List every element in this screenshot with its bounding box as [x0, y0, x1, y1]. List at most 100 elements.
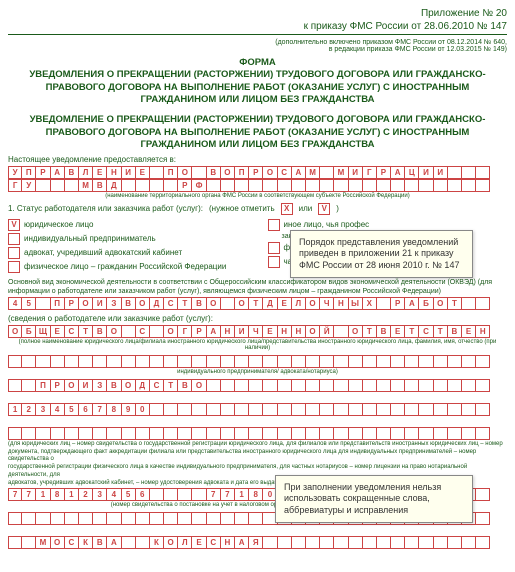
form-cell[interactable]: [107, 512, 121, 525]
form-cell[interactable]: 8: [249, 488, 263, 501]
form-cell[interactable]: Д: [263, 297, 277, 310]
form-cell[interactable]: [278, 403, 292, 416]
form-cell[interactable]: Г: [363, 166, 377, 179]
form-cell[interactable]: Ы: [349, 297, 363, 310]
form-cell[interactable]: [334, 325, 348, 338]
form-cell[interactable]: 8: [51, 488, 65, 501]
form-cell[interactable]: [22, 512, 36, 525]
form-cell[interactable]: В: [122, 297, 136, 310]
chk-ip[interactable]: [8, 233, 20, 245]
form-cell[interactable]: [292, 355, 306, 368]
form-cell[interactable]: [36, 179, 50, 192]
form-cell[interactable]: [207, 179, 221, 192]
form-cell[interactable]: [476, 403, 490, 416]
form-cell[interactable]: [8, 427, 22, 440]
form-cell[interactable]: 1: [235, 488, 249, 501]
form-cell[interactable]: [405, 355, 419, 368]
form-cell[interactable]: С: [150, 379, 164, 392]
form-cell[interactable]: [221, 379, 235, 392]
form-cell[interactable]: Ч: [249, 325, 263, 338]
field-row-5[interactable]: ПРОИЗВОДСТВО: [8, 379, 507, 392]
form-cell[interactable]: [334, 179, 348, 192]
form-cell[interactable]: 2: [22, 403, 36, 416]
form-cell[interactable]: В: [377, 325, 391, 338]
form-cell[interactable]: [434, 403, 448, 416]
form-cell[interactable]: Т: [164, 379, 178, 392]
form-cell[interactable]: [334, 536, 348, 549]
form-cell[interactable]: [178, 427, 192, 440]
form-cell[interactable]: [221, 427, 235, 440]
form-cell[interactable]: О: [122, 379, 136, 392]
form-cell[interactable]: [405, 427, 419, 440]
form-cell[interactable]: [349, 536, 363, 549]
form-cell[interactable]: Р: [249, 166, 263, 179]
form-cell[interactable]: Т: [405, 325, 419, 338]
form-cell[interactable]: [150, 166, 164, 179]
form-cell[interactable]: 3: [36, 403, 50, 416]
form-cell[interactable]: И: [79, 379, 93, 392]
form-cell[interactable]: [249, 355, 263, 368]
form-cell[interactable]: Х: [363, 297, 377, 310]
form-cell[interactable]: [221, 512, 235, 525]
form-cell[interactable]: [278, 427, 292, 440]
form-cell[interactable]: [207, 512, 221, 525]
form-cell[interactable]: Р: [51, 379, 65, 392]
form-cell[interactable]: В: [107, 379, 121, 392]
form-cell[interactable]: [462, 355, 476, 368]
form-cell[interactable]: [320, 355, 334, 368]
form-cell[interactable]: [320, 403, 334, 416]
form-cell[interactable]: Н: [292, 325, 306, 338]
form-cell[interactable]: [249, 427, 263, 440]
form-cell[interactable]: [448, 179, 462, 192]
form-cell[interactable]: [419, 403, 433, 416]
form-cell[interactable]: [391, 536, 405, 549]
form-cell[interactable]: [65, 179, 79, 192]
form-cell[interactable]: [207, 403, 221, 416]
form-cell[interactable]: А: [51, 166, 65, 179]
form-cell[interactable]: [462, 403, 476, 416]
form-cell[interactable]: П: [51, 297, 65, 310]
form-cell[interactable]: [221, 403, 235, 416]
form-cell[interactable]: [405, 379, 419, 392]
form-cell[interactable]: О: [207, 297, 221, 310]
form-cell[interactable]: [320, 536, 334, 549]
form-cell[interactable]: И: [434, 166, 448, 179]
form-cell[interactable]: Р: [377, 166, 391, 179]
form-cell[interactable]: [122, 512, 136, 525]
form-cell[interactable]: Д: [107, 179, 121, 192]
form-cell[interactable]: [292, 379, 306, 392]
form-cell[interactable]: [448, 403, 462, 416]
form-cell[interactable]: [8, 536, 22, 549]
form-cell[interactable]: [306, 427, 320, 440]
form-cell[interactable]: [51, 427, 65, 440]
form-cell[interactable]: [349, 427, 363, 440]
form-cell[interactable]: О: [51, 536, 65, 549]
form-cell[interactable]: К: [79, 536, 93, 549]
form-cell[interactable]: 4: [51, 403, 65, 416]
form-cell[interactable]: О: [263, 166, 277, 179]
form-cell[interactable]: Е: [136, 166, 150, 179]
form-cell[interactable]: И: [349, 166, 363, 179]
form-cell[interactable]: [235, 427, 249, 440]
form-cell[interactable]: О: [164, 536, 178, 549]
form-cell[interactable]: [249, 512, 263, 525]
form-cell[interactable]: [263, 355, 277, 368]
form-cell[interactable]: [391, 379, 405, 392]
form-cell[interactable]: [235, 179, 249, 192]
form-cell[interactable]: [221, 297, 235, 310]
form-cell[interactable]: [278, 355, 292, 368]
form-cell[interactable]: [462, 536, 476, 549]
form-cell[interactable]: Н: [334, 297, 348, 310]
form-cell[interactable]: [8, 379, 22, 392]
form-cell[interactable]: О: [164, 325, 178, 338]
form-cell[interactable]: В: [207, 166, 221, 179]
form-cell[interactable]: [235, 355, 249, 368]
form-cell[interactable]: Б: [419, 297, 433, 310]
form-cell[interactable]: Я: [249, 536, 263, 549]
form-cell[interactable]: 7: [8, 488, 22, 501]
form-cell[interactable]: В: [93, 179, 107, 192]
form-cell[interactable]: [448, 379, 462, 392]
form-cell[interactable]: Т: [178, 297, 192, 310]
form-cell[interactable]: [65, 355, 79, 368]
field-row-2[interactable]: 45ПРОИЗВОДСТВООТДЕЛОЧНЫХРАБОТ: [8, 297, 507, 310]
